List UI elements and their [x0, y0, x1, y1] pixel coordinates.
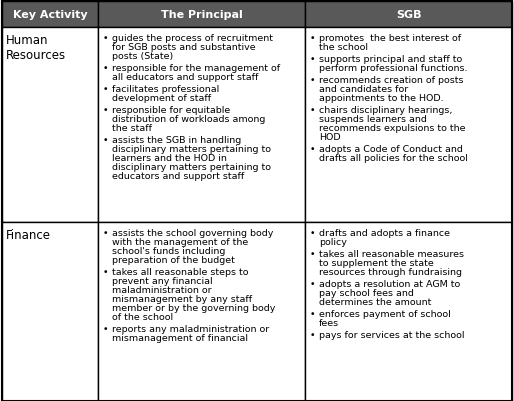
Text: •: •: [103, 324, 108, 333]
Text: pays for services at the school: pays for services at the school: [319, 330, 465, 339]
Text: Finance: Finance: [6, 229, 51, 241]
Text: •: •: [310, 330, 316, 339]
Text: •: •: [310, 106, 316, 115]
Text: school's funds including: school's funds including: [112, 246, 225, 255]
Text: promotes  the best interest of: promotes the best interest of: [319, 34, 461, 43]
Text: takes all reasonable measures: takes all reasonable measures: [319, 249, 464, 258]
Text: posts (State): posts (State): [112, 52, 173, 61]
Text: pay school fees and: pay school fees and: [319, 288, 414, 297]
Text: prevent any financial: prevent any financial: [112, 276, 213, 285]
Text: disciplinary matters pertaining to: disciplinary matters pertaining to: [112, 145, 271, 154]
Text: resources through fundraising: resources through fundraising: [319, 267, 462, 276]
Bar: [98, 2, 305, 28]
Text: guides the process of recruitment: guides the process of recruitment: [112, 34, 273, 43]
Text: responsible for the management of: responsible for the management of: [112, 64, 280, 73]
Text: adopts a resolution at AGM to: adopts a resolution at AGM to: [319, 279, 460, 288]
Text: •: •: [310, 34, 316, 43]
Text: perform professional functions.: perform professional functions.: [319, 64, 468, 73]
Bar: [98, 28, 305, 223]
Text: disciplinary matters pertaining to: disciplinary matters pertaining to: [112, 162, 271, 172]
Text: •: •: [103, 34, 108, 43]
Bar: [2, 2, 98, 28]
Text: educators and support staff: educators and support staff: [112, 172, 244, 180]
Text: reports any maladministration or: reports any maladministration or: [112, 324, 269, 333]
Bar: [305, 223, 512, 401]
Text: adopts a Code of Conduct and: adopts a Code of Conduct and: [319, 145, 463, 154]
Text: assists the SGB in handling: assists the SGB in handling: [112, 136, 241, 145]
Text: Key Activity: Key Activity: [13, 10, 87, 20]
Text: for SGB posts and substantive: for SGB posts and substantive: [112, 43, 255, 52]
Text: •: •: [103, 85, 108, 94]
Text: all educators and support staff: all educators and support staff: [112, 73, 259, 82]
Text: •: •: [103, 64, 108, 73]
Text: mismanagement of financial: mismanagement of financial: [112, 333, 248, 342]
Text: •: •: [310, 279, 316, 288]
Text: •: •: [103, 267, 108, 276]
Text: policy: policy: [319, 237, 347, 246]
Text: supports principal and staff to: supports principal and staff to: [319, 55, 462, 64]
Text: and candidates for: and candidates for: [319, 85, 408, 94]
Text: •: •: [310, 145, 316, 154]
Bar: [305, 28, 512, 223]
Text: HOD: HOD: [319, 133, 341, 142]
Text: •: •: [310, 309, 316, 318]
Text: recommends expulsions to the: recommends expulsions to the: [319, 124, 466, 133]
Text: the school: the school: [319, 43, 368, 52]
Bar: [2, 28, 98, 223]
Text: with the management of the: with the management of the: [112, 237, 248, 246]
Text: SGB: SGB: [396, 10, 421, 20]
Text: enforces payment of school: enforces payment of school: [319, 309, 451, 318]
Text: •: •: [310, 229, 316, 237]
Bar: [98, 223, 305, 401]
Text: •: •: [310, 249, 316, 258]
Text: maladministration or: maladministration or: [112, 285, 212, 294]
Text: learners and the HOD in: learners and the HOD in: [112, 154, 227, 162]
Text: determines the amount: determines the amount: [319, 297, 431, 306]
Text: recommends creation of posts: recommends creation of posts: [319, 76, 464, 85]
Text: mismanagement by any staff: mismanagement by any staff: [112, 294, 252, 303]
Text: to supplement the state: to supplement the state: [319, 258, 434, 267]
Text: of the school: of the school: [112, 312, 173, 321]
Text: •: •: [103, 106, 108, 115]
Text: development of staff: development of staff: [112, 94, 211, 103]
Text: facilitates professional: facilitates professional: [112, 85, 219, 94]
Text: appointments to the HOD.: appointments to the HOD.: [319, 94, 444, 103]
Text: preparation of the budget: preparation of the budget: [112, 255, 235, 264]
Text: chairs disciplinary hearings,: chairs disciplinary hearings,: [319, 106, 452, 115]
Text: assists the school governing body: assists the school governing body: [112, 229, 273, 237]
Text: suspends learners and: suspends learners and: [319, 115, 427, 124]
Bar: [305, 2, 512, 28]
Text: Human
Resources: Human Resources: [6, 34, 66, 62]
Text: fees: fees: [319, 318, 339, 327]
Text: takes all reasonable steps to: takes all reasonable steps to: [112, 267, 248, 276]
Text: •: •: [103, 229, 108, 237]
Text: the staff: the staff: [112, 124, 152, 133]
Text: responsible for equitable: responsible for equitable: [112, 106, 230, 115]
Bar: [2, 223, 98, 401]
Text: drafts all policies for the school: drafts all policies for the school: [319, 154, 468, 162]
Text: •: •: [310, 55, 316, 64]
Text: •: •: [310, 76, 316, 85]
Text: distribution of workloads among: distribution of workloads among: [112, 115, 265, 124]
Text: The Principal: The Principal: [161, 10, 243, 20]
Text: member or by the governing body: member or by the governing body: [112, 303, 276, 312]
Text: drafts and adopts a finance: drafts and adopts a finance: [319, 229, 450, 237]
Text: •: •: [103, 136, 108, 145]
